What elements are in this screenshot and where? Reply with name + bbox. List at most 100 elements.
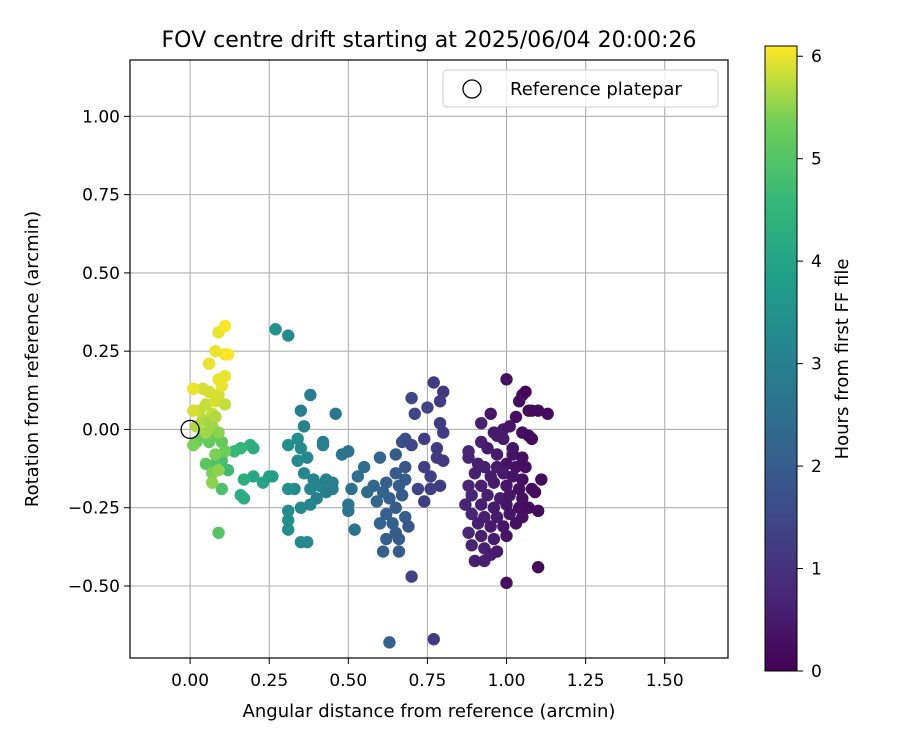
scatter-point — [424, 482, 437, 496]
scatter-point — [345, 482, 358, 496]
scatter-point — [380, 532, 393, 546]
colorbar-tick-label: 6 — [811, 47, 822, 67]
scatter-point — [351, 470, 365, 483]
scatter-point — [427, 633, 440, 646]
scatter-point — [380, 507, 393, 521]
x-axis-ticks: 0.00 0.25 0.50 0.75 1.00 1.25 1.50 — [171, 658, 684, 691]
scatter-point — [497, 432, 510, 446]
scatter-point — [481, 442, 494, 455]
scatter-point — [237, 473, 251, 486]
scatter-point — [294, 442, 308, 455]
scatter-point — [418, 432, 431, 446]
scatter-point — [348, 523, 361, 536]
scatter-point — [376, 545, 390, 558]
scatter-point — [399, 460, 412, 474]
colorbar-ticks: 0 1 2 3 4 5 6 — [797, 47, 822, 682]
scatter-point — [247, 470, 260, 483]
scatter-point — [196, 382, 209, 395]
legend-entry-reference-platepar: Reference platepar — [510, 79, 682, 100]
scatter-point — [304, 388, 317, 402]
y-axis-label: Rotation from reference (arcmin) — [22, 211, 43, 507]
scatter-point — [209, 410, 222, 424]
scatter-point — [300, 535, 314, 549]
scatter-point — [503, 507, 516, 521]
legend-marker-icon — [462, 79, 482, 99]
scatter-point — [370, 495, 383, 508]
scatter-point — [282, 514, 295, 527]
y-tick-label: 0.00 — [82, 420, 120, 440]
scatter-point — [373, 517, 387, 530]
scatter-point — [506, 470, 520, 483]
scatter-point — [541, 407, 554, 420]
scatter-point — [335, 448, 349, 461]
scatter-point — [484, 407, 497, 420]
scatter-point — [215, 482, 228, 496]
colorbar-label: Hours from first FF file — [832, 259, 853, 460]
scatter-point — [212, 373, 225, 386]
scatter-point — [437, 426, 450, 439]
legend: Reference platepar — [442, 69, 719, 108]
scatter-point — [408, 407, 421, 420]
scatter-point — [386, 517, 399, 530]
scatter-point — [202, 357, 216, 370]
colorbar-gradient — [764, 45, 798, 672]
scatter-point — [399, 510, 412, 524]
scatter-points — [187, 319, 554, 649]
scatter-point — [531, 561, 545, 574]
scatter-point — [212, 388, 225, 402]
scatter-point — [512, 482, 526, 496]
scatter-point — [509, 517, 523, 530]
scatter-point — [282, 329, 295, 342]
scatter-point — [405, 438, 418, 452]
scatter-point — [304, 498, 317, 511]
scatter-point — [215, 435, 228, 449]
scatter-point — [329, 407, 342, 420]
scatter-point — [437, 385, 450, 399]
scatter-point — [361, 485, 374, 499]
scatter-point — [462, 479, 475, 493]
scatter-point — [266, 470, 279, 483]
scatter-point — [389, 526, 402, 539]
scatter-point — [389, 467, 402, 480]
scatter-point — [525, 404, 539, 417]
scatter-point — [512, 501, 526, 514]
scatter-point — [373, 451, 387, 464]
scatter-point — [490, 448, 504, 461]
scatter-point — [478, 554, 491, 568]
scatter-point — [221, 348, 235, 361]
reference-platepar-marker — [180, 419, 200, 440]
scatter-point — [221, 463, 235, 477]
scatter-point — [519, 385, 532, 399]
scatter-point — [297, 420, 311, 433]
scatter-point — [316, 435, 330, 449]
scatter-point — [509, 460, 523, 474]
x-tick-label: 0.00 — [171, 671, 209, 691]
scatter-point — [433, 416, 447, 430]
y-tick-label: −0.25 — [68, 499, 120, 519]
x-tick-label: 0.50 — [329, 671, 367, 691]
x-tick-label: 1.25 — [567, 671, 605, 691]
y-axis-ticks: −0.50 −0.25 0.00 0.25 0.50 0.75 1.00 — [68, 107, 130, 597]
scatter-point — [291, 432, 304, 446]
x-tick-label: 1.50 — [646, 671, 684, 691]
scatter-point — [478, 460, 491, 474]
scatter-point — [500, 457, 513, 471]
scatter-point — [487, 532, 501, 546]
scatter-point — [481, 488, 494, 502]
scatter-point — [465, 539, 478, 552]
scatter-point — [282, 438, 295, 452]
scatter-point — [269, 323, 282, 336]
scatter-point — [475, 529, 488, 543]
colorbar-tick-label: 2 — [811, 457, 822, 477]
scatter-point — [433, 395, 447, 408]
scatter-point — [199, 426, 213, 439]
scatter-point — [500, 498, 513, 511]
scatter-point — [535, 473, 548, 486]
scatter-point — [437, 454, 450, 467]
scatter-point — [497, 467, 510, 480]
scatter-point — [531, 504, 545, 518]
scatter-point — [402, 520, 415, 533]
colorbar-tick-label: 4 — [811, 252, 822, 272]
scatter-point — [468, 554, 482, 568]
scatter-point — [471, 517, 485, 530]
